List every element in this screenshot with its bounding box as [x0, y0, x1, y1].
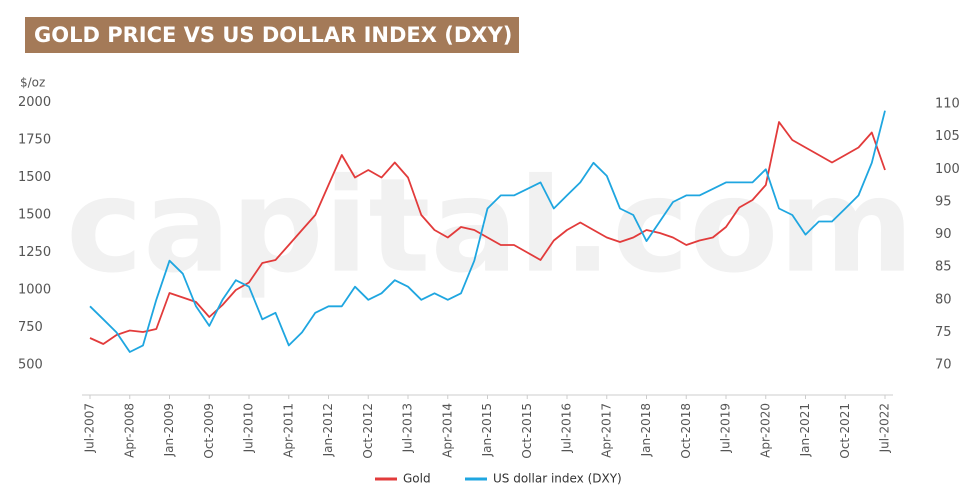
x-tick-label: Oct-2009: [202, 403, 216, 459]
x-tick-label: Jan-2009: [162, 403, 176, 457]
x-tick-label: Jan-2012: [321, 403, 335, 457]
x-tick-label: Oct-2018: [679, 403, 693, 459]
x-tick-label: Apr-2008: [122, 403, 136, 458]
x-tick-label: Jul-2022: [878, 403, 892, 453]
line-series: [89, 121, 886, 345]
x-tick-label: Jan-2018: [639, 403, 653, 457]
y2-tick-label: 90: [935, 227, 952, 242]
x-tick-label: Oct-2021: [838, 403, 852, 459]
y-tick-label: 1750: [18, 133, 51, 148]
x-tick-label: Apr-2020: [758, 403, 772, 458]
y-tick-label: 1250: [18, 245, 51, 260]
y2-tick-label: 100: [935, 162, 960, 177]
x-tick-label: Jan-2015: [480, 403, 494, 457]
legend-label: US dollar index (DXY): [493, 472, 622, 486]
y2-tick-label: 95: [935, 194, 952, 209]
x-tick-label: Jul-2019: [719, 403, 733, 453]
x-tick-label: Apr-2011: [281, 403, 295, 458]
x-tick-label: Jan-2021: [798, 403, 812, 457]
legend-label: Gold: [403, 472, 431, 486]
title-box: [25, 17, 519, 53]
x-tick-label: Jul-2013: [401, 403, 415, 453]
y2-tick-label: 80: [935, 292, 952, 307]
y-tick-label: 1500: [18, 208, 51, 223]
y-tick-label: 1000: [18, 283, 51, 298]
y2-tick-label: 110: [935, 97, 960, 112]
x-tick-label: Jul-2010: [242, 403, 256, 453]
chart-title: GOLD PRICE VS US DOLLAR INDEX (DXY): [34, 23, 512, 47]
y2-tick-label: 75: [935, 325, 952, 340]
x-tick-label: Apr-2014: [440, 403, 454, 458]
x-tick-label: Oct-2015: [520, 403, 534, 459]
watermark: capital.com: [66, 150, 914, 302]
y-tick-label: 500: [18, 358, 43, 373]
y2-tick-label: 85: [935, 260, 952, 275]
x-tick-label: Jul-2007: [83, 403, 97, 453]
y-tick-label: 750: [18, 320, 43, 335]
y-axis-label: $/oz: [20, 76, 45, 90]
y2-tick-label: 105: [935, 129, 960, 144]
y-tick-label: 2000: [18, 95, 51, 110]
y2-tick-label: 70: [935, 358, 952, 373]
x-tick-label: Jul-2016: [560, 403, 574, 453]
x-tick-label: Apr-2017: [599, 403, 613, 458]
x-tick-label: Oct-2012: [361, 403, 375, 459]
y-tick-label: 1500: [18, 170, 51, 185]
line-series: [89, 110, 886, 353]
